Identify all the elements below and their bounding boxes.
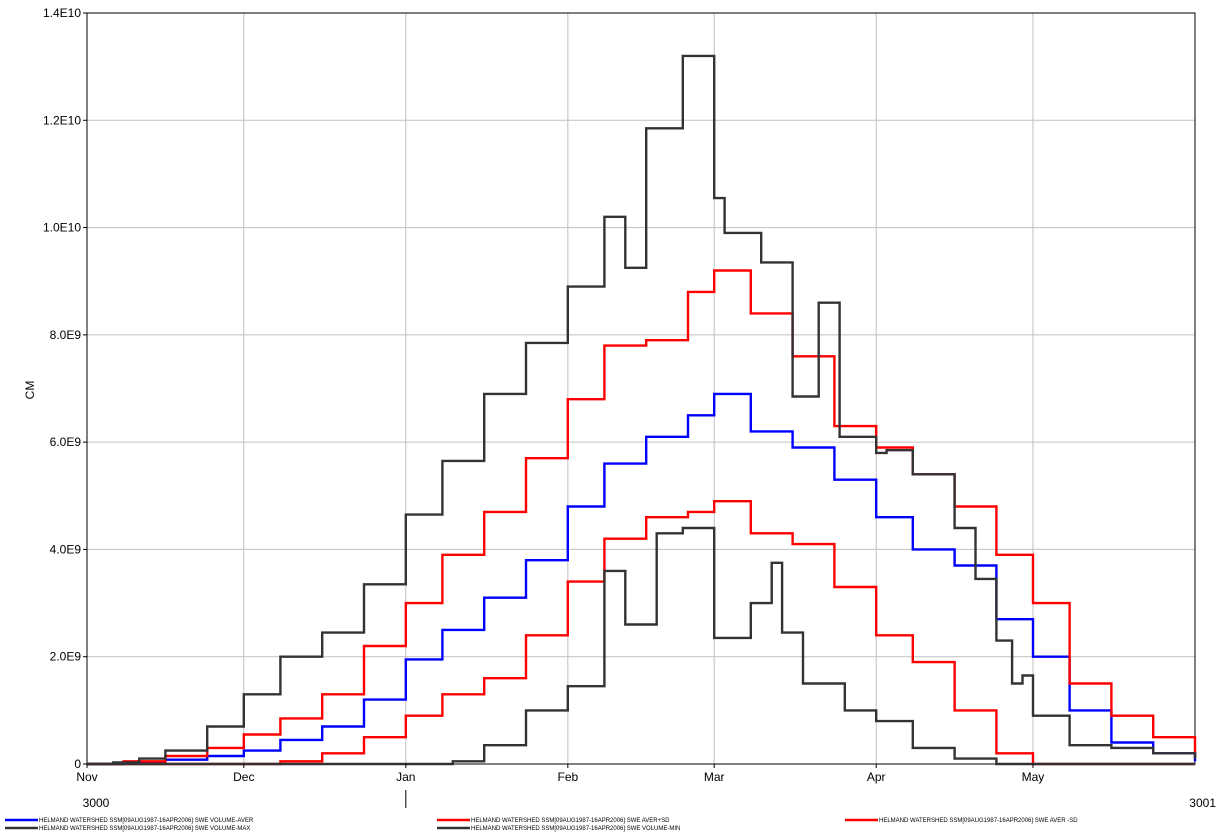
y-tick-label: 1.2E10 xyxy=(43,113,81,127)
y-tick-label: 8.0E9 xyxy=(50,328,82,342)
x-year-label: 3001 xyxy=(1189,796,1216,810)
x-tick-label: Feb xyxy=(557,770,578,784)
y-tick-label: 1.0E10 xyxy=(43,221,81,235)
legend-label: HELMAND WATERSHED SSM[09AUG1987-16APR200… xyxy=(879,818,1078,824)
x-tick-label: May xyxy=(1022,770,1045,784)
legend: HELMAND WATERSHED SSM[09AUG1987-16APR200… xyxy=(5,818,1078,832)
y-axis-title: CM xyxy=(23,381,37,400)
series-line-aver-minus-sd xyxy=(87,500,1195,766)
series-line-max xyxy=(87,54,1197,766)
legend-label: HELMAND WATERSHED SSM[09AUG1987-16APR200… xyxy=(471,826,680,832)
legend-label: HELMAND WATERSHED SSM[09AUG1987-16APR200… xyxy=(471,818,670,824)
x-tick-label: Mar xyxy=(704,770,725,784)
y-tick-label: 0 xyxy=(74,757,81,771)
y-tick-label: 6.0E9 xyxy=(50,435,82,449)
legend-label: HELMAND WATERSHED SSM[09AUG1987-16APR200… xyxy=(39,818,254,824)
series-layer xyxy=(87,54,1197,766)
series-line-min xyxy=(87,526,1195,766)
y-tick-label: 2.0E9 xyxy=(50,650,82,664)
y-tick-label: 4.0E9 xyxy=(50,542,82,556)
series-line-aver xyxy=(87,392,1197,766)
series-line-aver-plus-sd xyxy=(87,269,1197,766)
x-tick-label: Jan xyxy=(396,770,415,784)
x-year-label: 3000 xyxy=(83,796,110,810)
plot-area-frame xyxy=(86,12,1196,765)
x-tick-label: Apr xyxy=(867,770,886,784)
y-axis: 0 2.0E9 4.0E9 6.0E9 8.0E9 1.0E10 1.2E10 1.4E10 xyxy=(43,6,87,771)
y-tick-label: 1.4E10 xyxy=(43,6,81,20)
x-tick-label: Nov xyxy=(76,770,97,784)
legend-label: HELMAND WATERSHED SSM[09AUG1987-16APR200… xyxy=(39,826,250,832)
x-axis: Nov Dec Jan Feb Mar Apr May 3000 3001 xyxy=(76,764,1216,810)
x-tick-label: Dec xyxy=(233,770,254,784)
